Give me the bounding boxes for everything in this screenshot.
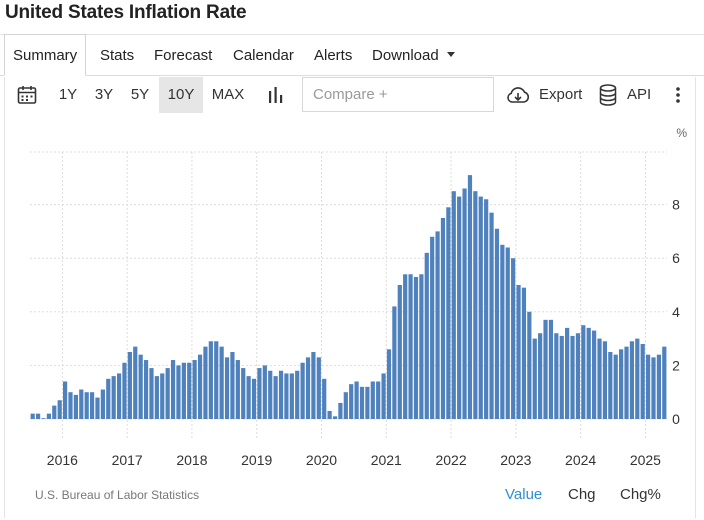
api-button[interactable]: API — [599, 77, 657, 113]
range-3y-button[interactable]: 3Y — [94, 86, 114, 103]
source-label: U.S. Bureau of Labor Statistics — [35, 488, 200, 502]
export-label: Export — [539, 86, 583, 103]
tab-bar: Summary Stats Forecast Calendar Alerts D… — [0, 34, 704, 76]
range-10y-button[interactable]: 10Y — [159, 77, 203, 113]
tab-calendar[interactable]: Calendar — [233, 47, 294, 64]
chart-toolbar: 1Y 3Y 5Y 10Y MAX Export API — [4, 77, 696, 114]
calendar-icon[interactable] — [17, 77, 39, 113]
tab-download-label: Download — [372, 47, 439, 64]
cloud-download-icon — [507, 87, 530, 103]
api-label: API — [627, 86, 652, 103]
vertical-dots-icon[interactable] — [671, 77, 685, 113]
mode-chg-button[interactable]: Chg — [568, 486, 596, 503]
page-title: United States Inflation Rate — [5, 2, 247, 23]
caret-down-icon — [446, 51, 455, 57]
mode-chg-pct-button[interactable]: Chg% — [620, 486, 661, 503]
range-1y-button[interactable]: 1Y — [58, 86, 78, 103]
tab-alerts[interactable]: Alerts — [314, 47, 353, 64]
mode-value-button[interactable]: Value — [505, 486, 543, 503]
database-icon — [599, 84, 617, 106]
tab-download[interactable]: Download — [372, 35, 455, 76]
bar-chart-icon[interactable] — [267, 77, 287, 113]
range-max-button[interactable]: MAX — [211, 86, 245, 103]
export-button[interactable]: Export — [505, 77, 585, 113]
tab-summary[interactable]: Summary — [4, 34, 87, 76]
range-5y-button[interactable]: 5Y — [130, 86, 150, 103]
chart-panel — [4, 114, 696, 518]
compare-input[interactable] — [302, 77, 494, 112]
tab-stats[interactable]: Stats — [100, 47, 135, 64]
tab-forecast[interactable]: Forecast — [154, 47, 213, 64]
